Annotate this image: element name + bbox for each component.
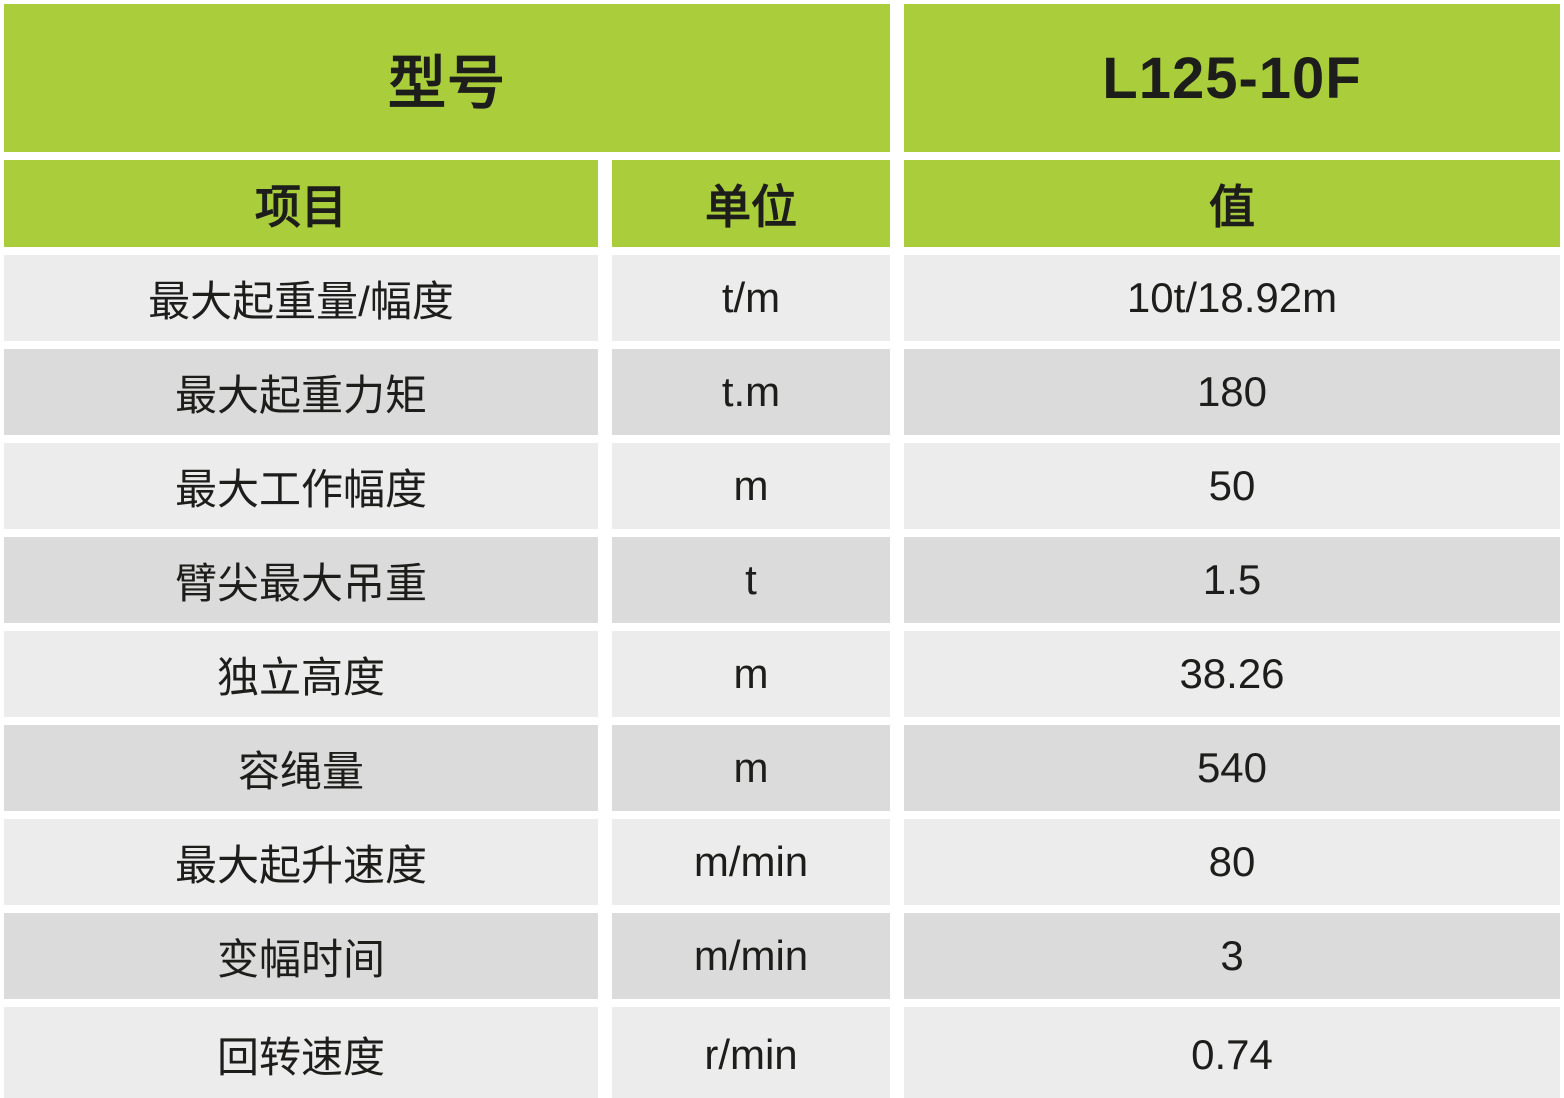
spec-row-unit-cell: r/min (612, 1007, 890, 1098)
spec-row-value-cell: 50 (904, 443, 1560, 529)
spec-row-item-cell: 最大工作幅度 (4, 443, 598, 529)
spec-row-value-cell: 3 (904, 913, 1560, 999)
spec-row-value-cell: 0.74 (904, 1007, 1560, 1098)
spec-row-value-cell: 80 (904, 819, 1560, 905)
spec-row-value-cell: 38.26 (904, 631, 1560, 717)
spec-row-item-cell: 变幅时间 (4, 913, 598, 999)
spec-row-unit-cell: m (612, 443, 890, 529)
spec-row-unit-cell: m/min (612, 913, 890, 999)
model-header-cell: 型号 (4, 4, 890, 152)
spec-row-item-cell: 最大起重力矩 (4, 349, 598, 435)
column-header-unit: 单位 (612, 160, 890, 247)
spec-row-unit-cell: m (612, 631, 890, 717)
spec-row-value-cell: 180 (904, 349, 1560, 435)
spec-row-unit-cell: t (612, 537, 890, 623)
spec-row-unit-cell: m (612, 725, 890, 811)
spec-row-item-cell: 独立高度 (4, 631, 598, 717)
column-header-value: 值 (904, 160, 1560, 247)
spec-row-unit-cell: m/min (612, 819, 890, 905)
spec-row-item-cell: 最大起重量/幅度 (4, 255, 598, 341)
spec-row-unit-cell: t.m (612, 349, 890, 435)
spec-row-value-cell: 1.5 (904, 537, 1560, 623)
spec-row-unit-cell: t/m (612, 255, 890, 341)
spec-row-value-cell: 540 (904, 725, 1560, 811)
spec-row-item-cell: 最大起升速度 (4, 819, 598, 905)
column-header-item: 项目 (4, 160, 598, 247)
spec-row-item-cell: 回转速度 (4, 1007, 598, 1098)
spec-row-item-cell: 容绳量 (4, 725, 598, 811)
model-value-cell: L125-10F (904, 4, 1560, 152)
spec-row-item-cell: 臂尖最大吊重 (4, 537, 598, 623)
spec-row-value-cell: 10t/18.92m (904, 255, 1560, 341)
